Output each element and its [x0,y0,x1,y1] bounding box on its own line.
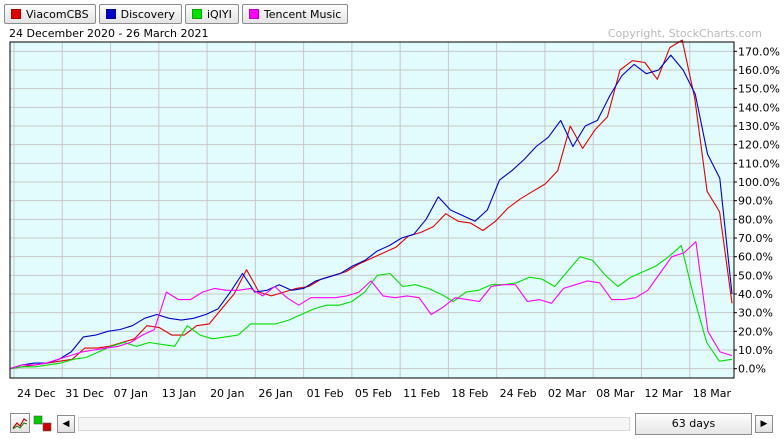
y-tick-label: 140.0% [738,101,780,114]
x-tick-label: 18 Feb [451,387,488,400]
y-tick-label: 90.0% [738,195,773,208]
legend-label: Tencent Music [263,7,342,21]
x-tick-label: 31 Dec [65,387,104,400]
legend-item-discovery[interactable]: Discovery [98,4,182,24]
x-tick-label: 20 Jan [210,387,244,400]
x-tick-label: 11 Feb [403,387,440,400]
right-arrow-icon: ▶ [760,419,768,429]
x-tick-label: 24 Dec [17,387,56,400]
y-tick-label: 50.0% [738,269,773,282]
x-tick-label: 24 Feb [500,387,537,400]
series-line-iqiyi [9,244,733,370]
y-tick-label: 170.0% [738,45,780,58]
y-tick-label: 0.0% [738,363,766,376]
x-tick-label: 02 Mar [548,387,587,400]
chart: 0.0% 10.0% 20.0% 30.0% 40.0% 50.0% 60.0% 70.0% 8… [9,39,780,400]
plot-background [10,42,734,378]
x-tick-label: 12 Mar [644,387,683,400]
y-tick-label: 10.0% [738,344,773,357]
y-tick-label: 150.0% [738,83,780,96]
legend-item-iqiyi[interactable]: iQIYI [184,4,239,24]
y-tick-label: 160.0% [738,64,780,77]
legend-swatch [248,9,259,19]
left-arrow-icon: ◀ [62,419,70,429]
color-squares-icon [33,415,52,432]
bottom-toolbar: ◀ 63 days ▶ [0,409,784,439]
legend-label: ViacomCBS [26,7,89,21]
y-tick-label: 40.0% [738,288,773,301]
y-tick-label: 60.0% [738,251,773,264]
legend-label: iQIYI [206,7,232,21]
series-line-tencent-music [9,241,733,370]
days-label: 63 days [671,417,716,430]
legend-swatch [105,9,116,19]
y-tick-label: 130.0% [738,120,780,133]
y-tick-label: 30.0% [738,307,773,320]
line-chart-icon [12,418,28,430]
series-line-viacomcbs [9,39,733,370]
legend-bar: ViacomCBS Discovery iQIYI Tencent Music [4,4,349,24]
legend-label: Discovery [120,7,175,21]
color-settings-button[interactable] [33,413,53,433]
y-tick-label: 120.0% [738,139,780,152]
legend-item-tencent-music[interactable]: Tencent Music [241,4,349,24]
chart-style-button[interactable] [10,413,30,433]
y-tick-label: 100.0% [738,176,780,189]
series-line-discovery [9,54,733,370]
legend-item-viacomcbs[interactable]: ViacomCBS [4,4,96,24]
x-tick-label: 26 Jan [258,387,292,400]
x-tick-label: 13 Jan [162,387,196,400]
y-tick-label: 20.0% [738,325,773,338]
x-tick-label: 08 Mar [596,387,635,400]
y-tick-label: 80.0% [738,213,773,226]
scroll-right-button[interactable]: ▶ [755,415,773,433]
x-tick-label: 01 Feb [307,387,344,400]
days-range-selector[interactable]: 63 days [635,413,752,435]
x-tick-label: 05 Feb [355,387,392,400]
y-tick-label: 70.0% [738,232,773,245]
date-range-slider[interactable] [78,417,630,431]
plot-frame [9,41,735,379]
copyright-notice: Copyright, StockCharts.com [607,27,762,40]
date-range: 24 December 2020 - 26 March 2021 [9,27,209,40]
legend-swatch [11,9,21,19]
x-tick-label: 07 Jan [114,387,148,400]
scroll-left-button[interactable]: ◀ [57,415,75,433]
y-tick-label: 110.0% [738,157,780,170]
legend-swatch [191,9,202,19]
x-tick-label: 18 Mar [693,387,732,400]
